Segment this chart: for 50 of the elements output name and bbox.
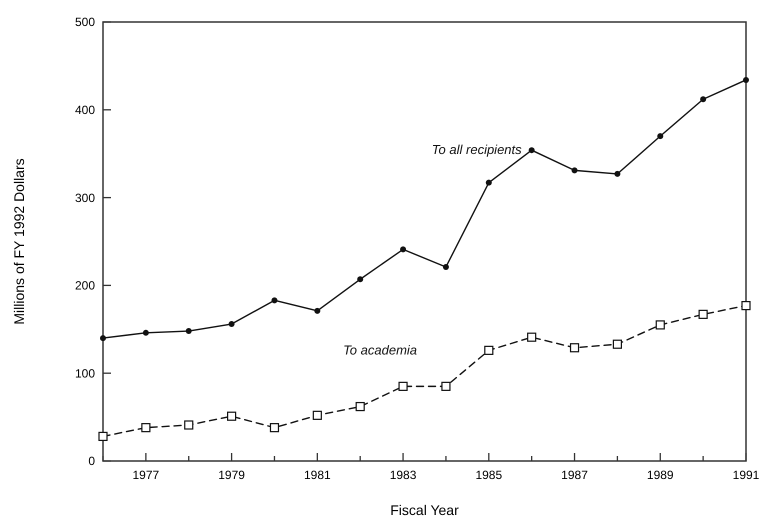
y-tick-label: 0: [88, 454, 96, 468]
point: [441, 382, 451, 391]
point: [486, 180, 492, 186]
point: [528, 147, 535, 154]
y-tick-label: 100: [74, 366, 96, 380]
point: [442, 264, 449, 270]
point: [100, 335, 106, 342]
point: [357, 276, 364, 282]
point: [141, 423, 150, 432]
y-tick-label: 400: [74, 103, 96, 117]
point: [741, 300, 751, 310]
point: [570, 343, 580, 352]
point: [400, 246, 406, 252]
point: [572, 167, 578, 174]
y-tick-label: 200: [74, 278, 96, 293]
point: [98, 432, 108, 442]
point: [657, 133, 664, 140]
point: [700, 96, 706, 102]
x-tick-label: 1983: [390, 468, 417, 482]
point: [314, 308, 320, 314]
y-axis-title: Millions of FY 1992 Dollars: [11, 158, 27, 325]
x-tick-label: 1985: [475, 468, 502, 482]
y-tick-label: 300: [74, 190, 96, 205]
x-tick-label: 1981: [304, 468, 332, 482]
text: To academia: [343, 342, 418, 358]
point: [398, 382, 408, 391]
x-tick-label: 1989: [646, 468, 674, 482]
point: [527, 332, 536, 342]
point: [228, 321, 235, 328]
x-tick-label: 1991: [732, 468, 760, 482]
point: [484, 346, 494, 355]
y-tick-label: 500: [74, 15, 96, 30]
point: [270, 423, 280, 432]
series-label: To all recipients: [432, 142, 522, 158]
point: [356, 402, 365, 412]
point: [271, 297, 278, 304]
point: [656, 320, 665, 330]
x-tick-label: 1987: [561, 468, 588, 482]
point: [743, 76, 749, 83]
point: [186, 328, 192, 334]
x-tick-label: 1977: [132, 468, 160, 482]
point: [312, 410, 322, 420]
point: [184, 420, 194, 430]
x-tick-label: 1979: [218, 468, 246, 482]
point: [227, 412, 236, 421]
point: [614, 170, 620, 177]
point: [142, 330, 149, 336]
point: [612, 340, 622, 349]
x-axis-title: Fiscal Year: [390, 502, 460, 518]
point: [698, 310, 708, 319]
